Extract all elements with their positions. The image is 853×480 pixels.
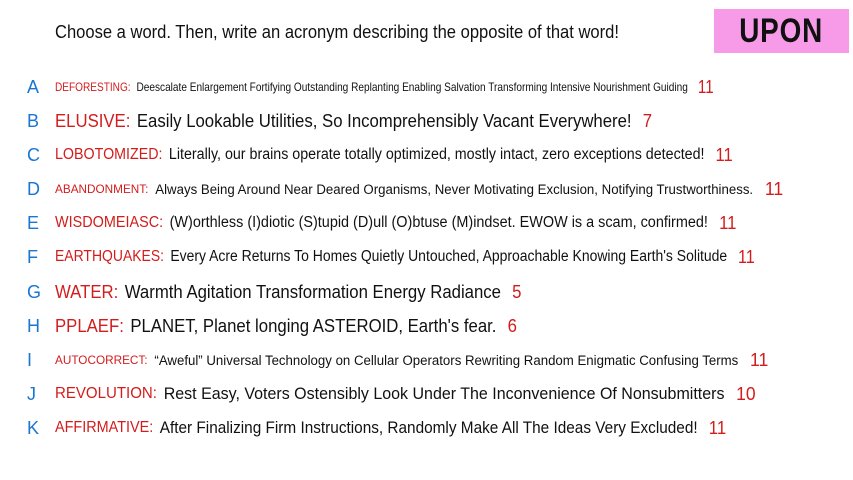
prompt-text: Choose a word. Then, write an acronym de… [55,22,619,42]
entry-count: 11 [708,417,727,438]
entry-line: AUTOCORRECT: “Aweful” Universal Technolo… [55,350,768,371]
entry-letter: J [27,383,36,404]
entry-count: 5 [512,281,522,302]
entry-text: Always Being Around Near Deared Organism… [155,181,754,197]
entry-letter: I [27,349,33,370]
entry-count: 11 [750,349,769,370]
word-badge-label: UPON [739,11,824,50]
entry-letter: F [27,246,38,267]
entry-letter: D [27,178,40,199]
entry-text: After Finalizing Firm Instructions, Rand… [159,418,698,437]
entry-letter: E [27,212,40,233]
word-badge: UPON [714,9,849,53]
entry-count: 6 [507,315,517,336]
entry-term: REVOLUTION: [55,385,157,402]
entry-count: 11 [715,144,733,165]
entry-term: ABANDONMENT: [55,182,149,196]
entry-letter: A [27,76,40,97]
entry-line: PPLAEF: PLANET, Planet longing ASTEROID,… [55,316,517,337]
entry-text: Every Acre Returns To Homes Quietly Unto… [170,248,728,265]
entry-line: ABANDONMENT: Always Being Around Near De… [55,179,783,200]
entry-term: WISDOMEIASC: [55,214,164,231]
entry-text: “Aweful” Universal Technology on Cellula… [154,352,739,368]
entry-letter: C [27,144,40,165]
entry-line: REVOLUTION: Rest Easy, Voters Ostensibly… [55,384,756,405]
entry-letter: K [27,417,40,438]
entry-term: ELUSIVE: [55,110,131,131]
entry-line: WATER: Warmth Agitation Transformation E… [55,282,521,303]
entry-term: AFFIRMATIVE: [55,419,154,436]
entry-text: Deescalate Enlargement Fortifying Outsta… [136,80,688,94]
entry-count: 10 [736,383,756,404]
entry-count: 11 [738,246,755,267]
entry-term: WATER: [55,281,119,302]
entry-count: 11 [697,76,714,97]
entry-letter: G [27,281,42,302]
entry-text: Literally, our brains operate totally op… [168,146,705,163]
entry-line: AFFIRMATIVE: After Finalizing Firm Instr… [55,418,726,439]
entry-letter: H [27,315,40,336]
entry-line: ELUSIVE: Easily Lookable Utilities, So I… [55,111,652,132]
entry-text: PLANET, Planet longing ASTEROID, Earth's… [130,315,497,336]
entry-line: WISDOMEIASC: (W)orthless (I)diotic (S)tu… [55,213,736,234]
entry-term: DEFORESTING: [55,80,131,94]
entry-line: LOBOTOMIZED: Literally, our brains opera… [55,145,733,166]
entry-letter: B [27,110,40,131]
entry-line: EARTHQUAKES: Every Acre Returns To Homes… [55,247,755,268]
entry-term: AUTOCORRECT: [55,353,148,367]
entry-text: (W)orthless (I)diotic (S)tupid (D)ull (O… [169,214,708,231]
entry-term: LOBOTOMIZED: [55,146,163,163]
entry-term: EARTHQUAKES: [55,248,165,265]
entry-text: Easily Lookable Utilities, So Incomprehe… [136,110,632,131]
entry-count: 11 [719,212,737,233]
entry-count: 7 [642,110,653,131]
entry-text: Rest Easy, Voters Ostensibly Look Under … [163,384,725,403]
entry-text: Warmth Agitation Transformation Energy R… [124,281,501,302]
entry-line: DEFORESTING: Deescalate Enlargement Fort… [55,77,714,98]
entry-count: 11 [764,178,784,199]
entry-term: PPLAEF: [55,315,124,336]
